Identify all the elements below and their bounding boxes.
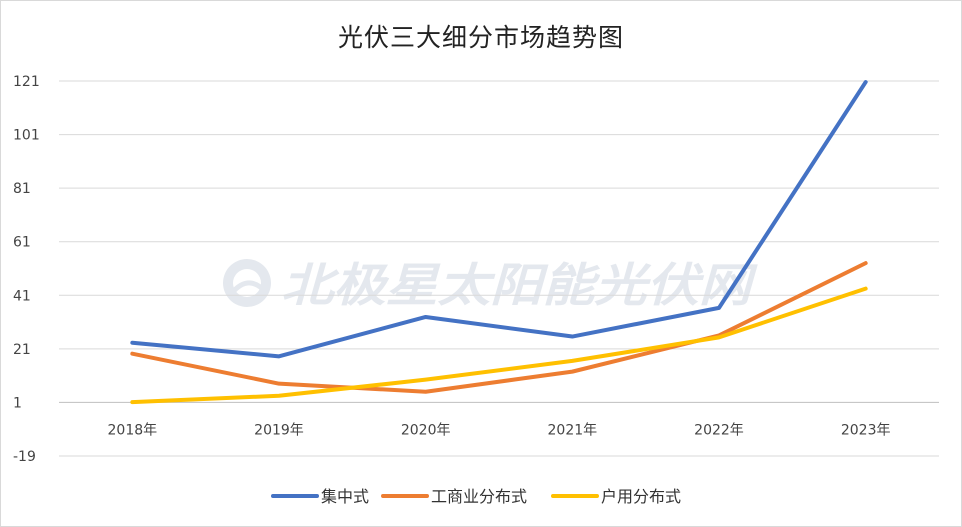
watermark-text: 北极星太阳能光伏网 xyxy=(281,258,758,312)
legend-label: 集中式 xyxy=(321,487,369,506)
x-axis-ticks: 2018年 2019年 2020年 2021年 2022年 2023年 xyxy=(108,422,891,438)
y-tick-label: 81 xyxy=(13,181,31,197)
x-tick-label: 2019年 xyxy=(254,422,304,438)
y-tick-label: 61 xyxy=(13,235,31,251)
series-lines xyxy=(130,80,868,405)
y-tick-label: 1 xyxy=(13,395,22,411)
chart-title: 光伏三大细分市场趋势图 xyxy=(337,23,624,52)
watermark-logo-icon xyxy=(223,259,271,307)
x-tick-label: 2018年 xyxy=(108,422,158,438)
legend-item: 工商业分布式 xyxy=(381,487,527,506)
x-tick-label: 2021年 xyxy=(548,422,598,438)
y-tick-label: -19 xyxy=(13,449,36,465)
series-line-工商业分布式 xyxy=(130,261,868,394)
series-line-户用分布式 xyxy=(130,286,868,405)
series-line-集中式 xyxy=(130,80,868,359)
legend-label: 工商业分布式 xyxy=(431,487,527,506)
watermark: 北极星太阳能光伏网 xyxy=(223,258,758,312)
y-tick-label: 101 xyxy=(13,128,40,144)
x-tick-label: 2023年 xyxy=(841,422,891,438)
legend-item: 集中式 xyxy=(271,487,369,506)
legend-item: 户用分布式 xyxy=(551,487,681,506)
y-tick-label: 21 xyxy=(13,342,31,358)
y-tick-label: 121 xyxy=(13,74,40,90)
x-tick-label: 2020年 xyxy=(401,422,451,438)
x-tick-label: 2022年 xyxy=(694,422,744,438)
legend-label: 户用分布式 xyxy=(601,487,681,506)
y-tick-label: 41 xyxy=(13,288,31,304)
legend: 集中式 工商业分布式 户用分布式 xyxy=(271,487,681,506)
